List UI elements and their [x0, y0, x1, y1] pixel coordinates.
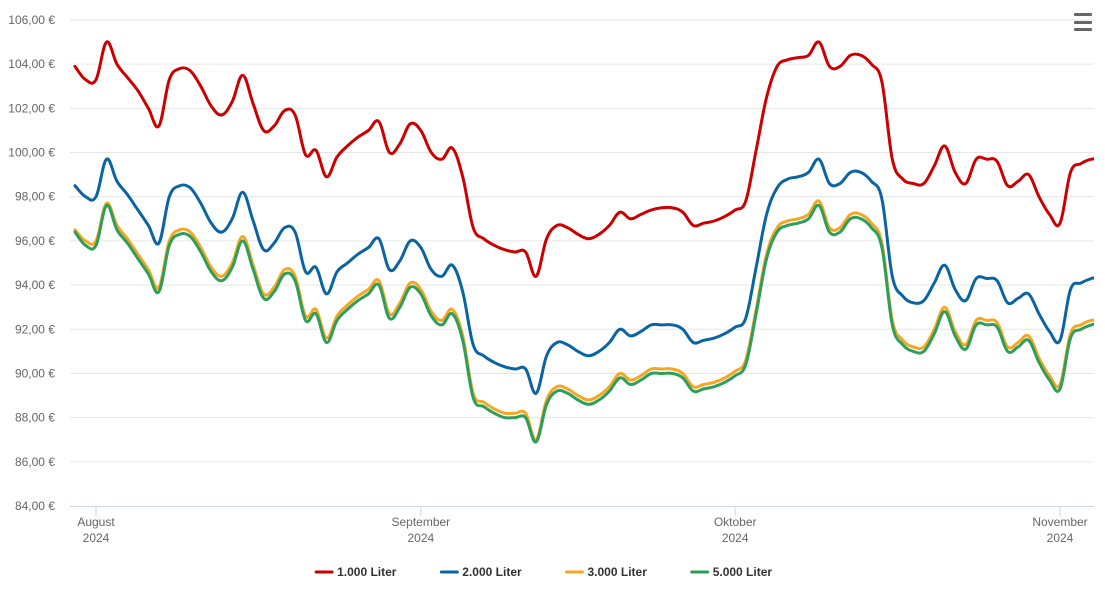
x-axis: August 2024 September 2024 Oktober 2024 Novemb…: [70, 506, 1094, 545]
legend-label: 1.000 Liter: [337, 565, 397, 579]
y-tick-label: 86,00 €: [15, 455, 55, 469]
y-tick-label: 104,00 €: [8, 57, 55, 71]
grid-lines: [70, 19, 1094, 463]
y-tick-label: 94,00 €: [15, 278, 55, 292]
x-tick-label: September: [391, 515, 450, 529]
y-tick-label: 84,00 €: [15, 499, 55, 513]
x-tick-year: 2024: [407, 531, 434, 545]
menu-bar: [1074, 28, 1092, 31]
y-tick-label: 106,00 €: [8, 13, 55, 27]
series-lines: [73, 40, 1102, 444]
x-tick-year: 2024: [1047, 531, 1074, 545]
x-tick-year: 2024: [83, 531, 110, 545]
x-tick-year: 2024: [722, 531, 749, 545]
hamburger-menu-icon[interactable]: [1072, 12, 1094, 32]
y-tick-label: 102,00 €: [8, 101, 55, 115]
legend-item[interactable]: 1.000 Liter: [314, 565, 397, 579]
legend-label: 5.000 Liter: [713, 565, 773, 579]
legend-label: 3.000 Liter: [588, 565, 648, 579]
x-tick-label: Oktober: [714, 515, 757, 529]
legend-label: 2.000 Liter: [462, 565, 522, 579]
menu-bar: [1074, 13, 1092, 16]
y-tick-label: 88,00 €: [15, 411, 55, 425]
series-line-2[interactable]: [73, 157, 1102, 395]
series-line-1[interactable]: [73, 40, 1102, 278]
legend-item[interactable]: 3.000 Liter: [565, 565, 648, 579]
y-tick-label: 92,00 €: [15, 322, 55, 336]
y-tick-label: 98,00 €: [15, 190, 55, 204]
menu-bar: [1074, 20, 1092, 24]
x-tick-label: November: [1032, 515, 1087, 529]
x-tick-label: August: [77, 515, 115, 529]
y-tick-label: 96,00 €: [15, 234, 55, 248]
legend-item[interactable]: 2.000 Liter: [439, 565, 522, 579]
legend[interactable]: 1.000 Liter 2.000 Liter 3.000 Liter 5.000 L…: [314, 565, 773, 579]
y-axis: 84,00 € 86,00 € 88,00 € 90,00 € 92,00 € 94,00…: [8, 13, 55, 513]
legend-item[interactable]: 5.000 Liter: [690, 565, 773, 579]
y-tick-label: 100,00 €: [8, 146, 55, 160]
y-tick-label: 90,00 €: [15, 366, 55, 380]
series-line-4[interactable]: [73, 203, 1102, 444]
series-line-3[interactable]: [73, 199, 1102, 442]
